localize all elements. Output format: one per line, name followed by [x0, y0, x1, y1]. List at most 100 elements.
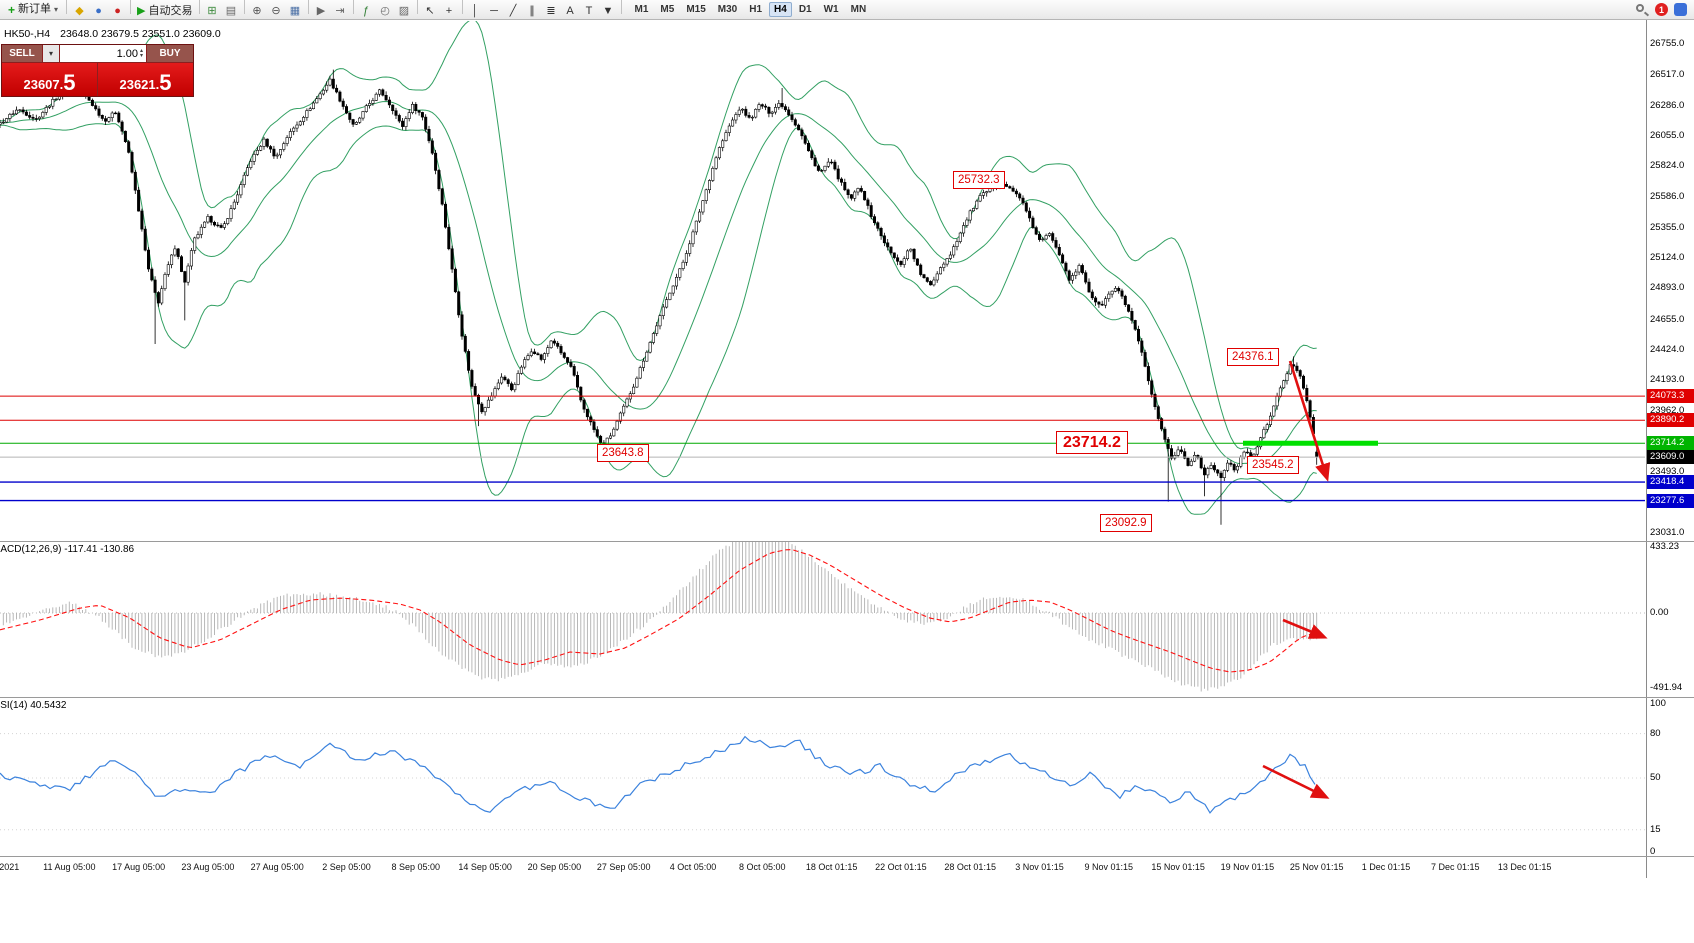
macd-tick: -491.94: [1650, 682, 1683, 693]
time-label: 1 Dec 01:15: [1361, 862, 1411, 872]
price-badge: 23277.6: [1647, 494, 1694, 508]
price-tick: 26055.0: [1650, 130, 1685, 141]
notification-badge[interactable]: 1: [1655, 3, 1668, 16]
auto-scroll-icon[interactable]: ▶: [313, 3, 330, 20]
volume-field[interactable]: 1.00 ▴ ▾: [60, 45, 146, 62]
clock-icon[interactable]: ◴: [377, 3, 394, 20]
timeframe-m15[interactable]: M15: [686, 4, 706, 15]
search-icon[interactable]: [1635, 3, 1649, 17]
macd-tick: 0.00: [1650, 607, 1669, 618]
one-click-trading-panel: SELL ▾ 1.00 ▴ ▾ BUY 23607. 5 23621. 5: [1, 44, 194, 97]
sell-price-button[interactable]: 23607. 5: [2, 63, 97, 96]
time-axis[interactable]: Aug 2021 11 Aug 05:00 17 Aug 05:00 23 Aug 0…: [0, 857, 1645, 878]
buy-price-button[interactable]: 23621. 5: [98, 63, 193, 96]
zoom-in-icon[interactable]: ⊕: [249, 3, 266, 20]
fibonacci-icon[interactable]: ≣: [543, 3, 560, 20]
timeframe-h1[interactable]: H1: [749, 4, 763, 15]
tile-windows-icon-glyph: ▦: [289, 4, 301, 17]
community-icon[interactable]: [1674, 3, 1687, 16]
buy-price-main: 23621.: [119, 77, 160, 92]
stepper-up-icon[interactable]: ▴: [139, 47, 143, 54]
time-label: Aug 2021: [0, 862, 20, 872]
price-badge: 23609.0: [1647, 450, 1694, 464]
price-tick: 26517.0: [1650, 69, 1685, 80]
history-center-icon[interactable]: ◆: [71, 3, 88, 20]
toolbar-separator: [307, 0, 309, 14]
time-label: 20 Sep 05:00: [527, 862, 582, 872]
sell-button[interactable]: SELL: [2, 45, 42, 62]
timeframe-m5[interactable]: M5: [660, 4, 675, 15]
time-label: 9 Nov 01:15: [1084, 862, 1134, 872]
price-tick: 24893.0: [1650, 282, 1685, 293]
tile-windows-icon[interactable]: ▦: [287, 3, 304, 20]
cursor-icon[interactable]: ↖: [422, 3, 439, 20]
shapes-icon-glyph: ▼: [602, 4, 614, 17]
toolbar-separator: [198, 0, 200, 14]
price-tick: 26286.0: [1650, 100, 1685, 111]
global-search-icon-glyph: ●: [95, 4, 102, 17]
global-search-icon[interactable]: ●: [90, 3, 107, 20]
auto-scroll-icon-glyph: ▶: [316, 4, 326, 17]
timeframe-m1[interactable]: M1: [634, 4, 649, 15]
price-badge: 23418.4: [1647, 475, 1694, 489]
timeframe-h4[interactable]: H4: [769, 2, 792, 17]
time-label: 15 Nov 01:15: [1151, 862, 1205, 872]
vertical-line-icon[interactable]: │: [467, 3, 484, 20]
timeframe-m30[interactable]: M30: [717, 4, 738, 15]
zoom-out-icon-glyph: ⊖: [271, 4, 281, 17]
macd-pane-splitter[interactable]: [0, 541, 1694, 542]
time-label: 23 Aug 05:00: [181, 862, 235, 872]
new-order-button[interactable]: + 新订单 ▾: [4, 1, 62, 18]
rsi-pane-splitter[interactable]: [0, 697, 1694, 698]
chevron-down-icon: ▾: [48, 49, 53, 58]
indicators-icon-glyph: ƒ: [362, 4, 370, 17]
text-icon[interactable]: A: [562, 3, 579, 20]
label-icon[interactable]: T: [581, 3, 598, 20]
templates-icon[interactable]: ▨: [396, 3, 413, 20]
trendline-icon-glyph: ╱: [509, 4, 517, 17]
price-tick: 26755.0: [1650, 38, 1685, 49]
timeframe-mn[interactable]: MN: [850, 4, 867, 15]
order-type-dropdown[interactable]: ▾: [43, 45, 59, 62]
alerts-icon[interactable]: ●: [109, 3, 126, 20]
toolbar-separator: [352, 0, 354, 14]
time-label: 13 Dec 01:15: [1497, 862, 1552, 872]
time-label: 28 Oct 01:15: [944, 862, 996, 872]
time-label: 25 Nov 01:15: [1289, 862, 1344, 872]
price-tick: 23493.0: [1650, 466, 1685, 477]
autotrade-button[interactable]: ▶ 自动交易: [135, 3, 194, 20]
time-label: 8 Sep 05:00: [391, 862, 441, 872]
price-badge: 23714.2: [1647, 436, 1694, 450]
price-tick: 24424.0: [1650, 344, 1685, 355]
horizontal-line-icon-glyph: ─: [490, 4, 498, 17]
price-tick: 25124.0: [1650, 252, 1685, 263]
time-label: 27 Aug 05:00: [250, 862, 304, 872]
zoom-in-icon-glyph: ⊕: [252, 4, 262, 17]
crosshair-icon-glyph: +: [445, 4, 453, 17]
buy-button[interactable]: BUY: [147, 45, 193, 62]
price-axis[interactable]: 26755.0 26517.0 26286.0 26055.0 25824.0 25586…: [1646, 0, 1694, 878]
time-label: 11 Aug 05:00: [43, 862, 96, 872]
toolbar: + 新订单 ▾ ◆ ● ● ▶ 自动交易 ⊞ ▤ ⊕ ⊖ ▦ ▶ ⇥ ƒ ◴ ▨ ↖ + │ ─ ╱ ∥ ≣ A T ▼ M1 M…: [0, 0, 1694, 20]
rsi-tick: 100: [1650, 698, 1666, 709]
timeframe-d1[interactable]: D1: [798, 4, 812, 15]
toolbar-right: 1: [1635, 3, 1691, 17]
volume-value[interactable]: 1.00: [116, 47, 138, 60]
toolbar-separator: [130, 0, 132, 14]
crosshair-icon[interactable]: +: [441, 3, 458, 20]
zoom-out-icon[interactable]: ⊖: [268, 3, 285, 20]
new-chart-icon[interactable]: ⊞: [204, 3, 221, 20]
channel-icon[interactable]: ∥: [524, 3, 541, 20]
indicators-icon[interactable]: ƒ: [358, 3, 375, 20]
chart-shift-icon[interactable]: ⇥: [332, 3, 349, 20]
trendline-icon[interactable]: ╱: [505, 3, 522, 20]
shapes-icon[interactable]: ▼: [600, 3, 617, 20]
templates-icon-glyph: ▨: [398, 4, 410, 17]
stepper-down-icon[interactable]: ▾: [139, 52, 143, 59]
horizontal-line-icon[interactable]: ─: [486, 3, 503, 20]
profiles-icon[interactable]: ▤: [223, 3, 240, 20]
volume-stepper[interactable]: ▴ ▾: [138, 47, 145, 59]
macd-indicator-label: MACD(12,26,9) -117.41 -130.86: [0, 544, 135, 555]
timeframe-w1[interactable]: W1: [823, 4, 839, 15]
